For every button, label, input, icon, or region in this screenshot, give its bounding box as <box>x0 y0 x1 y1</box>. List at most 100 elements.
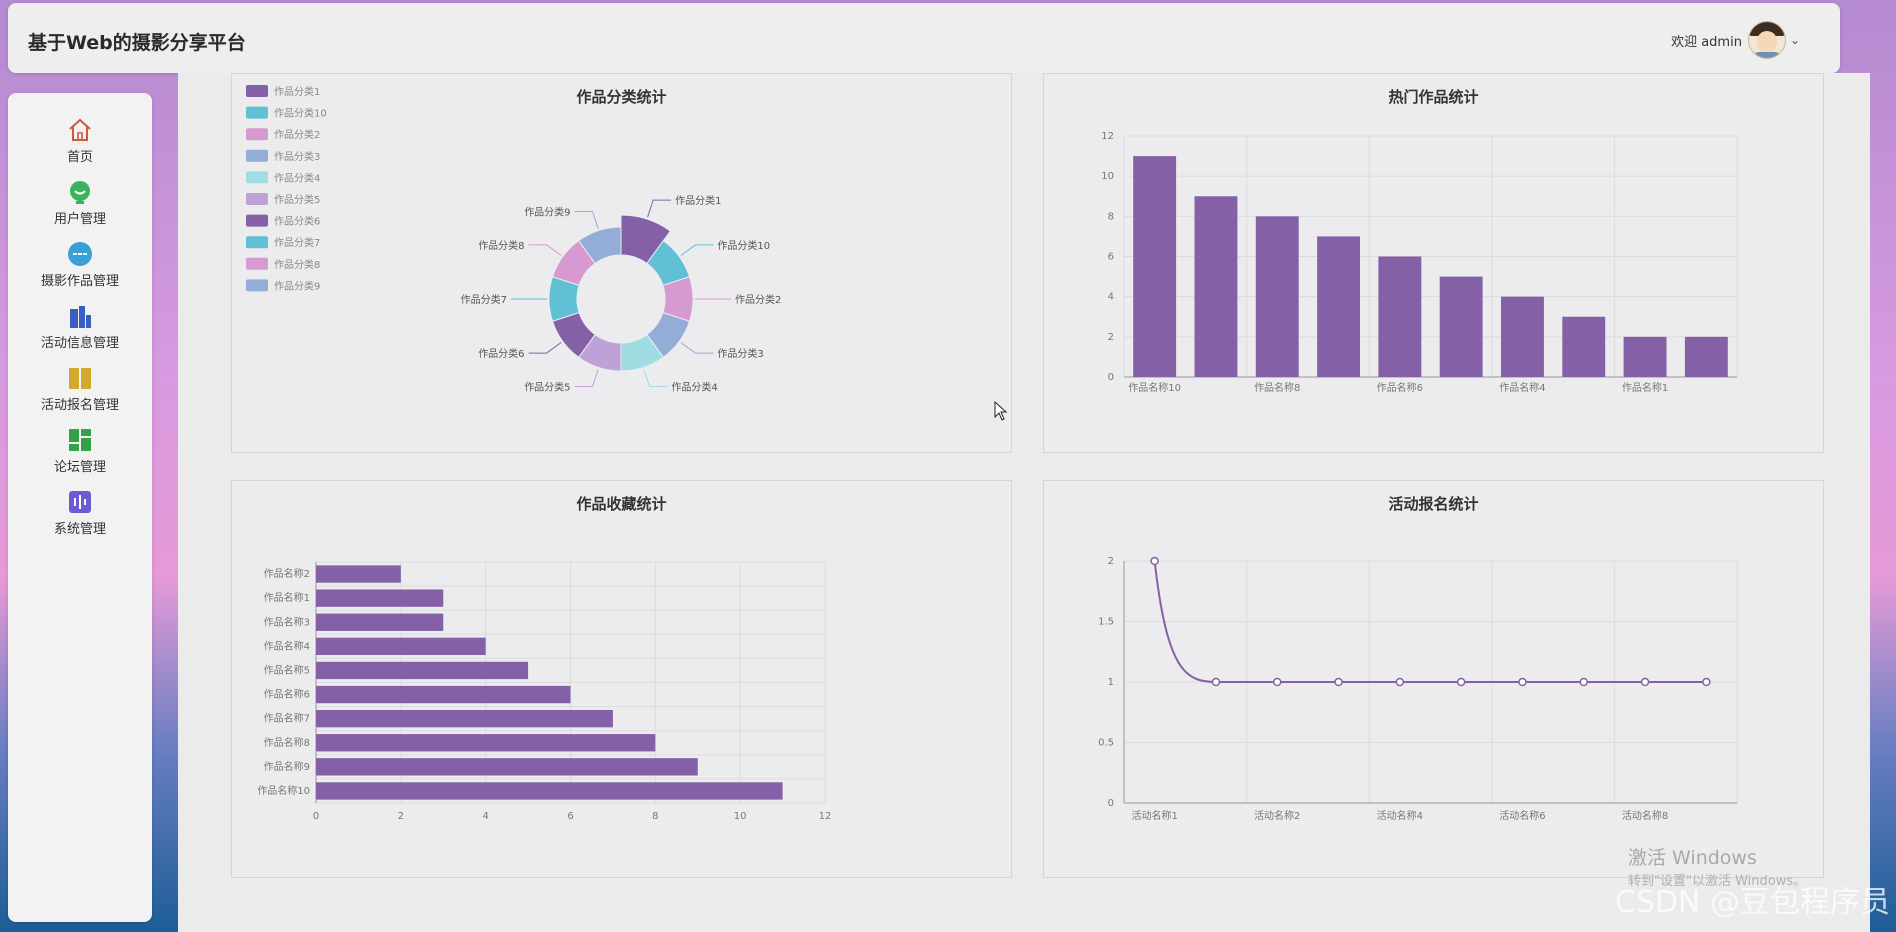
sidebar-item-users[interactable]: 用户管理 <box>8 179 152 227</box>
pie-label: 作品分类4 <box>671 380 717 393</box>
x-tick-label: 0 <box>313 811 319 822</box>
legend-swatch <box>246 85 268 97</box>
legend-label: 作品分类7 <box>274 236 320 249</box>
top-bar: 基于Web的摄影分享平台 欢迎 admin ⌄ <box>8 3 1840 73</box>
bar <box>316 734 656 752</box>
pie-label: 作品分类7 <box>461 293 507 306</box>
pie-label: 作品分类5 <box>524 380 570 393</box>
bar <box>1562 316 1606 377</box>
y-tick-label: 作品名称2 <box>264 567 310 580</box>
hot-chart-panel: 0 2 4 6 8 10 12 作品名称10 作品名称8 作品名称6 作品名称4 作品名称1 热门作品… <box>1043 73 1824 453</box>
x-tick-label: 4 <box>482 811 488 822</box>
legend-swatch <box>246 214 268 227</box>
bar <box>316 613 444 631</box>
bar <box>316 589 444 607</box>
bar <box>1255 216 1299 377</box>
sidebar-item-label: 用户管理 <box>53 212 106 227</box>
y-tick-label: 作品名称3 <box>264 615 310 628</box>
pie-label-line <box>574 211 599 229</box>
x-tick-label: 活动名称1 <box>1131 809 1177 822</box>
legend-label: 作品分类5 <box>274 193 320 206</box>
x-tick-label: 10 <box>734 811 747 822</box>
y-tick-label: 0 <box>1108 798 1114 809</box>
y-tick-label: 0 <box>1108 372 1114 383</box>
sidebar-item-label: 首页 <box>66 150 93 165</box>
data-point <box>1150 556 1159 566</box>
legend-label: 作品分类4 <box>274 171 320 184</box>
collect-chart-panel: 0 2 4 6 8 10 12 作品名称2 作品名称1 作品名称3 作品名称4 作品名称5 作品名称6 作… <box>231 480 1012 878</box>
avatar[interactable] <box>1747 21 1786 59</box>
legend-label: 作品分类1 <box>274 85 320 98</box>
data-point <box>1579 677 1588 687</box>
pie-label-line <box>528 244 562 256</box>
bar <box>1500 296 1544 377</box>
legend-swatch <box>246 257 268 270</box>
legend-swatch <box>246 193 268 205</box>
windows-activation-hint: 转到"设置"以激活 Windows。 <box>1628 874 1807 889</box>
data-point <box>1518 677 1527 687</box>
x-tick-label: 作品名称4 <box>1499 381 1545 394</box>
x-tick-label: 作品名称10 <box>1128 381 1181 394</box>
y-tick-label: 作品名称9 <box>264 760 310 773</box>
sidebar-item-forum[interactable]: 论坛管理 <box>8 427 152 475</box>
pie-label-line <box>574 369 599 387</box>
y-tick-label: 作品名称6 <box>264 688 310 701</box>
legend-swatch <box>246 279 268 292</box>
pie-label-line <box>680 244 714 256</box>
sidebar-item-label: 活动报名管理 <box>40 398 119 413</box>
sidebar-item-home[interactable]: 首页 <box>8 117 152 165</box>
chevron-down-icon[interactable]: ⌄ <box>1789 33 1800 47</box>
bar <box>1317 236 1361 377</box>
y-tick-label: 12 <box>1101 131 1114 142</box>
sidebar-item-activities[interactable]: 活动信息管理 <box>8 303 152 351</box>
windows-activation-title: 激活 Windows <box>1628 847 1757 869</box>
sidebar-item-label: 活动信息管理 <box>40 336 119 351</box>
x-tick-label: 2 <box>398 811 404 822</box>
bar <box>1378 256 1422 377</box>
data-point <box>1395 677 1405 687</box>
y-tick-label: 作品名称4 <box>264 639 310 652</box>
pie-label-line <box>643 369 668 387</box>
y-tick-label: 1 <box>1108 677 1114 688</box>
sidebar-item-signups[interactable]: 活动报名管理 <box>8 365 152 413</box>
bar <box>316 661 529 680</box>
bar <box>1684 336 1728 377</box>
category-pie-chart: 作品分类1 作品分类10 作品分类2 作品分类3 作品分类4 作品分类5 作品分类6 作品分类… <box>246 85 781 393</box>
sidebar: 首页 用户管理 摄影作品管理 活动信息管理 活动报名管理 <box>8 93 152 922</box>
y-tick-label: 2 <box>1108 556 1114 567</box>
data-point <box>1640 677 1650 687</box>
x-tick-label: 12 <box>819 811 832 822</box>
bar <box>316 758 698 776</box>
legend-swatch <box>246 236 268 249</box>
bar <box>316 782 783 800</box>
pie-label: 作品分类10 <box>717 239 770 252</box>
pie-label-line <box>647 199 672 218</box>
pie-label: 作品分类1 <box>675 194 721 207</box>
legend-label: 作品分类8 <box>274 258 320 271</box>
x-tick-label: 6 <box>567 811 573 822</box>
signup-chart-panel: 0 0.5 1 1.5 2 活动名称1 活动名称2 活动名称4 活动名称6 活动名称8 活动报名统… <box>1043 480 1824 878</box>
data-point <box>1702 677 1711 687</box>
y-tick-label: 8 <box>1108 211 1114 222</box>
mouse-cursor-icon <box>994 401 1008 421</box>
pie-label: 作品分类8 <box>478 239 524 252</box>
signup-chart-title: 活动报名统计 <box>1388 495 1479 513</box>
pie-label: 作品分类6 <box>478 347 524 360</box>
user-menu[interactable]: 欢迎 admin ⌄ <box>1671 21 1800 59</box>
bar <box>316 637 486 656</box>
data-point <box>1456 677 1466 687</box>
data-point <box>1211 677 1221 687</box>
photo-icon <box>68 242 92 266</box>
sidebar-item-system[interactable]: 系统管理 <box>8 489 152 537</box>
y-tick-label: 10 <box>1101 171 1114 182</box>
sidebar-item-label: 摄影作品管理 <box>40 274 119 289</box>
collect-bar-chart: 0 2 4 6 8 10 12 作品名称2 作品名称1 作品名称3 作品名称4 作品名称5 作品名称6 作… <box>257 561 832 822</box>
sidebar-item-photos[interactable]: 摄影作品管理 <box>8 241 152 289</box>
collect-chart-title: 作品收藏统计 <box>576 495 667 513</box>
x-tick-label: 活动名称6 <box>1499 809 1545 822</box>
data-point <box>1334 677 1343 687</box>
y-tick-label: 2 <box>1108 332 1114 343</box>
x-tick-label: 8 <box>652 811 658 822</box>
system-icon <box>69 491 91 513</box>
x-tick-label: 活动名称2 <box>1254 809 1300 822</box>
